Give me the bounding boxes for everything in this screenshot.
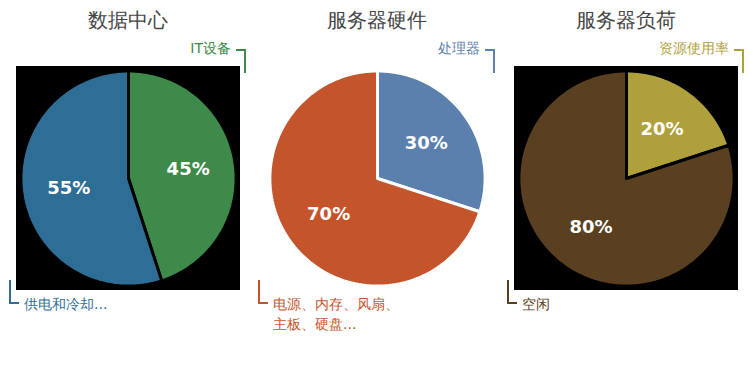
html-text:服务器硬件: 服务器硬件 — [326, 8, 427, 32]
html-text:IT设备: IT设备 — [190, 40, 231, 56]
svg-text:45%: 45% — [166, 158, 209, 179]
html-text:数据中心: 数据中心 — [87, 8, 168, 32]
html-text:服务器负荷: 服务器负荷 — [575, 8, 676, 32]
html-text:电源、内存、风扇、主板、硬盘...: 电源、内存、风扇、主板、硬盘... — [273, 296, 399, 332]
html-text:资源使用率: 资源使用率 — [659, 40, 729, 56]
svg-text:70%: 70% — [307, 203, 350, 224]
html-text:空闲: 空闲 — [522, 296, 550, 312]
html-text:处理器: 处理器 — [438, 40, 480, 56]
svg-text:55%: 55% — [47, 177, 90, 198]
svg-text:80%: 80% — [569, 216, 612, 237]
html-text:供电和冷却...: 供电和冷却... — [24, 296, 108, 312]
svg-text:20%: 20% — [640, 118, 683, 139]
svg-text:30%: 30% — [404, 132, 447, 153]
